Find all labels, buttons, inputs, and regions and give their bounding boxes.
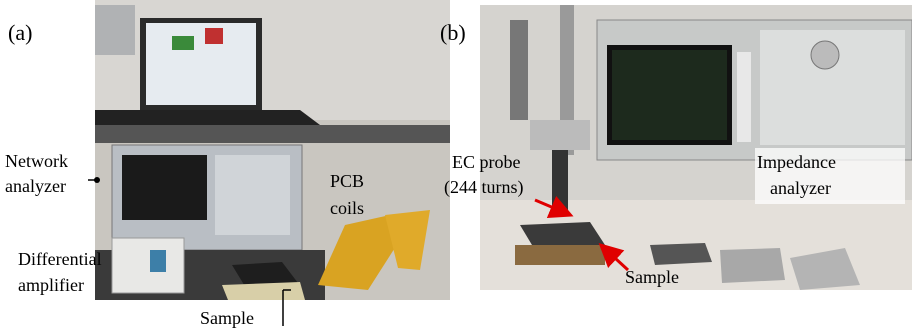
annotation-label: Impedance [757, 152, 836, 172]
annotation-label: analyzer [5, 176, 66, 196]
annotation-label: analyzer [770, 178, 831, 198]
annotation-label: Sample [625, 267, 679, 287]
annotation-label: Network [5, 151, 68, 171]
annotation-label: Sample [200, 308, 254, 328]
figure: (a) Network analyzer PCB coils Differential am… [0, 0, 912, 328]
panel-label: (b) [440, 20, 466, 45]
annotation-label: coils [330, 198, 364, 218]
panel-label: (a) [8, 20, 32, 45]
annotation-label: amplifier [18, 275, 84, 295]
annotation-label: (244 turns) [444, 177, 524, 198]
photo-b [480, 5, 912, 290]
annotation-label: EC probe [452, 152, 520, 172]
annotation-label: PCB [330, 171, 364, 191]
photo-a [95, 0, 450, 300]
annotation-label: Differential [18, 249, 102, 269]
leader-dot [94, 177, 100, 183]
